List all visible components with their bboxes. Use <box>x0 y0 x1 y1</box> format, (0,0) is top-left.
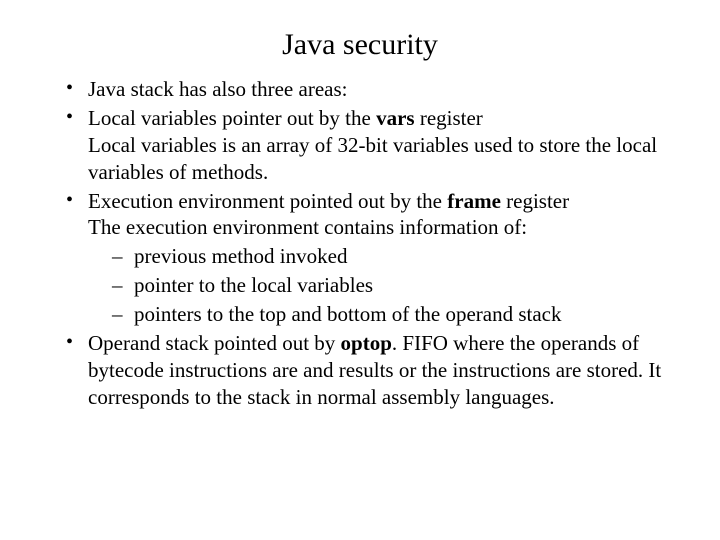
text-run: register <box>501 189 569 213</box>
sub-bullet-list: previous method invoked pointer to the l… <box>88 243 672 328</box>
bullet-text: Execution environment pointed out by the… <box>88 189 569 213</box>
bullet-text: Operand stack pointed out by optop. FIFO… <box>88 331 661 409</box>
text-run: Local variables pointer out by the <box>88 106 376 130</box>
bullet-item: Java stack has also three areas: <box>66 76 672 103</box>
slide: Java security Java stack has also three … <box>0 0 720 540</box>
bullet-continuation: The execution environment contains infor… <box>88 214 672 241</box>
bullet-item: Operand stack pointed out by optop. FIFO… <box>66 330 672 411</box>
text-run: register <box>415 106 483 130</box>
slide-title: Java security <box>48 28 672 62</box>
text-run: Execution environment pointed out by the <box>88 189 447 213</box>
bullet-item: Execution environment pointed out by the… <box>66 188 672 328</box>
sub-bullet-item: previous method invoked <box>112 243 672 270</box>
sub-bullet-item: pointer to the local variables <box>112 272 672 299</box>
bullet-text: Local variables pointer out by the vars … <box>88 106 483 130</box>
text-run: Operand stack pointed out by <box>88 331 341 355</box>
bullet-item: Local variables pointer out by the vars … <box>66 105 672 186</box>
text-run-bold: optop <box>341 331 392 355</box>
bullet-continuation: Local variables is an array of 32-bit va… <box>88 132 672 186</box>
bullet-list: Java stack has also three areas: Local v… <box>48 76 672 411</box>
text-run-bold: frame <box>447 189 501 213</box>
text-run-bold: vars <box>376 106 415 130</box>
sub-bullet-item: pointers to the top and bottom of the op… <box>112 301 672 328</box>
bullet-text: Java stack has also three areas: <box>88 77 347 101</box>
